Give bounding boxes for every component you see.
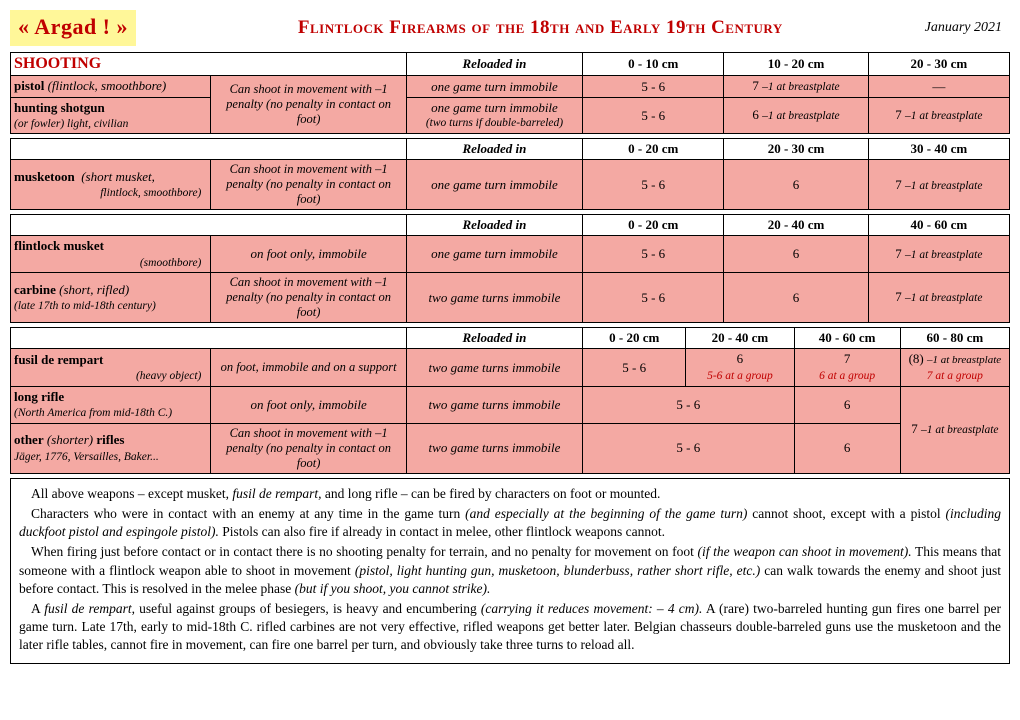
col-range4: 60 - 80 cm	[900, 328, 1009, 349]
range-val: 6	[794, 423, 900, 473]
page-header: « Argad ! » Flintlock Firearms of the 18…	[10, 10, 1010, 46]
col-range2: 10 - 20 cm	[724, 53, 868, 76]
range-val: 5 - 6	[583, 76, 724, 98]
move-note: on foot only, immobile	[211, 236, 406, 273]
table-musket-carbine: Reloaded in 0 - 20 cm 20 - 40 cm 40 - 60…	[10, 214, 1010, 323]
reload: two game turns immobile	[406, 387, 582, 424]
reload: two game turns immobile	[406, 349, 582, 387]
reload: one game turn immobile(two turns if doub…	[406, 97, 582, 134]
range-val: (8) –1 at breastplate7 at a group	[900, 349, 1009, 387]
col-range3: 30 - 40 cm	[868, 139, 1009, 160]
col-range1: 0 - 10 cm	[583, 53, 724, 76]
range-val: 7 –1 at breastplate	[868, 236, 1009, 273]
table-musketoon: Reloaded in 0 - 20 cm 20 - 30 cm 30 - 40…	[10, 138, 1010, 210]
move-note: Can shoot in movement with –1 penalty (n…	[211, 423, 406, 473]
col-range3: 20 - 30 cm	[868, 53, 1009, 76]
reload: one game turn immobile	[406, 160, 582, 210]
weapon-longrifle: long rifle (North America from mid-18th …	[11, 387, 211, 424]
range-val: 7 –1 at breastplate	[724, 76, 868, 98]
col-reloaded: Reloaded in	[406, 215, 582, 236]
range-val: 6	[794, 387, 900, 424]
rules-notes: All above weapons – except musket, fusil…	[10, 478, 1010, 664]
reload: one game turn immobile	[406, 76, 582, 98]
weapon-shotgun: hunting shotgun (or fowler) light, civil…	[11, 97, 211, 134]
page-title: Flintlock Firearms of the 18th and Early…	[156, 17, 925, 39]
range-val: 5 - 6	[583, 236, 724, 273]
range-val: 5 - 6	[583, 423, 794, 473]
move-note: on foot, immobile and on a support	[211, 349, 406, 387]
shooting-header: SHOOTING	[11, 53, 407, 76]
weapon-other-rifles: other (shorter) rifles Jäger, 1776, Vers…	[11, 423, 211, 473]
weapon-musket: flintlock musket (smoothbore)	[11, 236, 211, 273]
move-note: Can shoot in movement with –1 penalty (n…	[211, 273, 406, 323]
range-val: 6	[724, 236, 868, 273]
range-val: 7 –1 at breastplate	[868, 273, 1009, 323]
col-range2: 20 - 40 cm	[724, 215, 868, 236]
weapon-carbine: carbine (short, rifled) (late 17th to mi…	[11, 273, 211, 323]
range-val: 5 - 6	[583, 387, 794, 424]
table-pistol-shotgun: SHOOTING Reloaded in 0 - 10 cm 10 - 20 c…	[10, 52, 1010, 134]
range-val: 7 –1 at breastplate	[900, 387, 1009, 474]
reload: two game turns immobile	[406, 423, 582, 473]
col-reloaded: Reloaded in	[406, 53, 582, 76]
reload: two game turns immobile	[406, 273, 582, 323]
weapon-musketoon: musketoon (short musket, flintlock, smoo…	[11, 160, 211, 210]
move-note: on foot only, immobile	[211, 387, 406, 424]
range-val: 65-6 at a group	[686, 349, 794, 387]
logo: « Argad ! »	[10, 10, 136, 46]
move-note: Can shoot in movement with –1 penalty (n…	[211, 160, 406, 210]
page-date: January 2021	[925, 20, 1010, 36]
move-note: Can shoot in movement with –1 penalty (n…	[211, 76, 406, 134]
col-reloaded: Reloaded in	[406, 139, 582, 160]
table-rifles: Reloaded in 0 - 20 cm 20 - 40 cm 40 - 60…	[10, 327, 1010, 474]
range-val: —	[868, 76, 1009, 98]
weapon-pistol: pistol (flintlock, smoothbore)	[11, 76, 211, 98]
range-val: 6	[724, 160, 868, 210]
range-val: 6 –1 at breastplate	[724, 97, 868, 134]
col-range2: 20 - 30 cm	[724, 139, 868, 160]
range-val: 5 - 6	[583, 349, 686, 387]
col-range1: 0 - 20 cm	[583, 328, 686, 349]
col-range1: 0 - 20 cm	[583, 215, 724, 236]
range-val: 5 - 6	[583, 160, 724, 210]
reload: one game turn immobile	[406, 236, 582, 273]
range-val: 76 at a group	[794, 349, 900, 387]
col-range1: 0 - 20 cm	[583, 139, 724, 160]
range-val: 7 –1 at breastplate	[868, 160, 1009, 210]
col-reloaded: Reloaded in	[406, 328, 582, 349]
range-val: 5 - 6	[583, 273, 724, 323]
range-val: 5 - 6	[583, 97, 724, 134]
weapon-rempart: fusil de rempart (heavy object)	[11, 349, 211, 387]
col-range2: 20 - 40 cm	[686, 328, 794, 349]
range-val: 6	[724, 273, 868, 323]
col-range3: 40 - 60 cm	[794, 328, 900, 349]
col-range3: 40 - 60 cm	[868, 215, 1009, 236]
range-val: 7 –1 at breastplate	[868, 97, 1009, 134]
